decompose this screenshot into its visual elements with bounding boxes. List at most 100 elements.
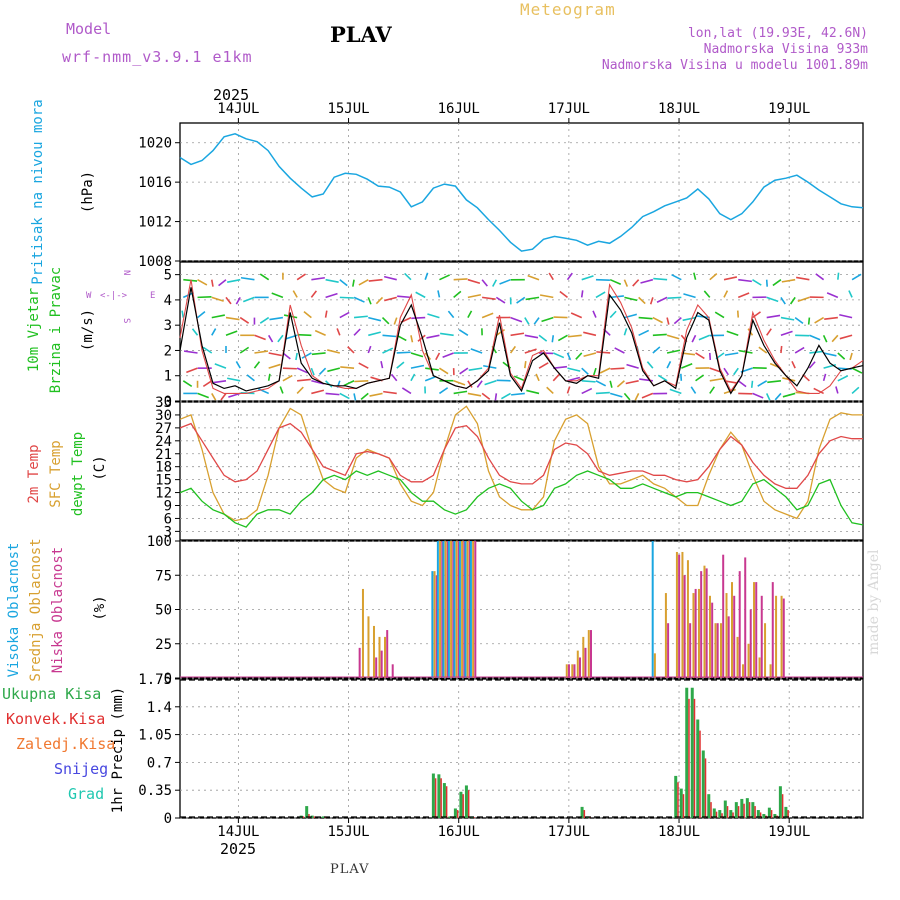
bottom-day-label: 14JUL	[217, 824, 259, 840]
wind-arrow	[254, 334, 266, 341]
ytick-label: 50	[155, 603, 172, 619]
cloud-bar-srednja	[758, 657, 761, 678]
wind-arrow	[641, 392, 654, 399]
wind-arrow	[826, 292, 839, 299]
precip-bar-convective	[677, 782, 679, 818]
wind-arrow	[583, 331, 597, 337]
wind-arrow	[339, 392, 350, 400]
wind-arrow	[347, 346, 355, 354]
precip-bar-convective	[721, 813, 723, 818]
wind-arrow	[570, 312, 583, 319]
ytick-label: 33	[155, 395, 172, 411]
wind-arrow	[752, 279, 762, 286]
wind-arrow	[343, 380, 355, 387]
cloud-bar-niska	[760, 595, 763, 678]
ytick-label: 0	[164, 671, 172, 687]
wind-arrow	[458, 329, 469, 336]
wind-arrow	[851, 367, 863, 374]
cloud-bar-visoka	[458, 541, 461, 678]
model-altitude-text: Nadmorska Visina u modelu 1001.89m	[601, 58, 868, 73]
wind-arrow	[282, 352, 291, 360]
wind-arrow	[383, 390, 397, 395]
precip-bar-convective	[473, 817, 475, 818]
wind-arrow	[183, 350, 198, 354]
wind-arrow	[796, 276, 810, 281]
dewpoint-line	[179, 470, 864, 528]
wind-arrow	[401, 387, 412, 395]
model-label: Model	[66, 20, 112, 38]
cloud-bar-niska	[358, 647, 361, 678]
wind-arrow	[814, 316, 825, 324]
wind-arrow	[824, 316, 838, 320]
cloud-bar-srednja	[472, 541, 475, 678]
wind-arrow	[552, 352, 565, 359]
precip-bar-total	[767, 807, 771, 818]
wind-arrow	[336, 328, 341, 336]
wind-arrow	[253, 361, 261, 369]
ytick-label: 1.75	[138, 672, 172, 688]
temp-ylabel-2: SFC Temp	[48, 440, 64, 507]
compass-s-label: S	[121, 318, 131, 323]
cloud-bar-srednja	[731, 582, 734, 678]
wind-arrow	[277, 334, 284, 343]
wind-arrow	[614, 347, 625, 354]
panel-frame-2	[179, 401, 864, 541]
top-day-label: 19JUL	[768, 101, 810, 117]
wind-arrow	[566, 272, 573, 281]
wind-arrow	[296, 273, 307, 281]
precip-bar-total	[701, 750, 705, 818]
altitude-text: Nadmorska Visina 933m	[703, 42, 868, 57]
wind-arrow	[757, 380, 768, 387]
wind-arrow	[652, 333, 667, 337]
wind-arrow	[767, 379, 782, 384]
wind-arrow	[623, 328, 628, 336]
wind-arrow	[211, 296, 224, 302]
cloud-bar-srednja	[383, 636, 386, 678]
wind-arrow	[610, 367, 625, 370]
wind-arrow	[467, 392, 482, 397]
wind-arrow	[182, 380, 193, 388]
wind-arrow	[666, 360, 672, 369]
wind-arrow	[548, 272, 554, 281]
cloud-bar-niska	[755, 582, 758, 678]
wind-arrow	[254, 350, 269, 354]
precip-bar-convective	[704, 758, 707, 818]
wind-arrow	[404, 272, 412, 281]
precip-bar-total	[756, 810, 760, 818]
wind-arrow	[181, 310, 185, 318]
wind-arrow	[682, 316, 696, 322]
wind-arrow	[782, 392, 796, 398]
wind-arrow	[567, 334, 582, 338]
precip-bar-total	[773, 814, 777, 818]
wind-arrow	[851, 273, 862, 281]
wind-arrow	[220, 392, 227, 401]
bottom-day-label: 19JUL	[768, 824, 810, 840]
precip-bar-total	[464, 785, 468, 818]
cloud-bar-srednja	[747, 643, 750, 678]
precip-bar-convective	[710, 802, 712, 818]
wind-arrow	[382, 347, 394, 354]
precip-bar-convective	[759, 812, 762, 818]
wind-arrow	[410, 373, 416, 382]
wind-arrow	[822, 334, 828, 343]
precip-bar-total	[437, 774, 441, 818]
wind-arrow	[411, 316, 426, 320]
precip-bar-total	[723, 800, 727, 818]
cloud-bar-srednja	[587, 630, 590, 678]
wind-arrow	[667, 296, 682, 300]
wind-arrow	[831, 334, 839, 343]
wind-arrow	[709, 386, 716, 394]
precip-bar-total	[696, 719, 700, 818]
wind-arrow	[524, 361, 527, 369]
cloud-bar-srednja	[725, 593, 728, 678]
precip-bar-convective	[732, 812, 734, 818]
wind-arrow	[640, 278, 654, 284]
cloud-bar-niska	[589, 630, 592, 678]
precip-bar-total	[778, 786, 782, 818]
wind-arrow	[318, 367, 327, 375]
wind-arrow	[690, 386, 697, 394]
wind-arrow	[780, 296, 786, 305]
wind-arrow	[212, 379, 227, 384]
wind-arrow	[218, 279, 227, 287]
wind-arrow	[509, 345, 517, 354]
